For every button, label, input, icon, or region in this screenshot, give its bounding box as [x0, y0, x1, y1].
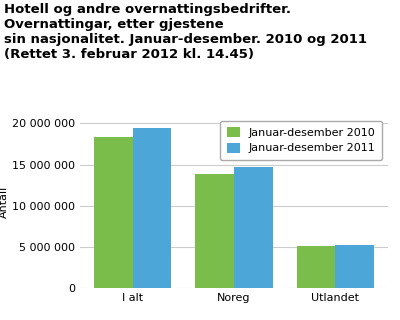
Bar: [94, 137, 132, 288]
Text: Hotell og andre overnattingsbedrifter. Overnattingar, etter gjestene
sin nasjona: Hotell og andre overnattingsbedrifter. O…: [4, 3, 367, 61]
Bar: [297, 246, 336, 288]
Legend: Januar-desember 2010, Januar-desember 2011: Januar-desember 2010, Januar-desember 20…: [220, 121, 382, 160]
Bar: [234, 167, 272, 288]
Bar: [196, 174, 234, 288]
Y-axis label: Antall: Antall: [0, 186, 9, 218]
Bar: [132, 128, 171, 288]
Bar: [336, 245, 374, 288]
